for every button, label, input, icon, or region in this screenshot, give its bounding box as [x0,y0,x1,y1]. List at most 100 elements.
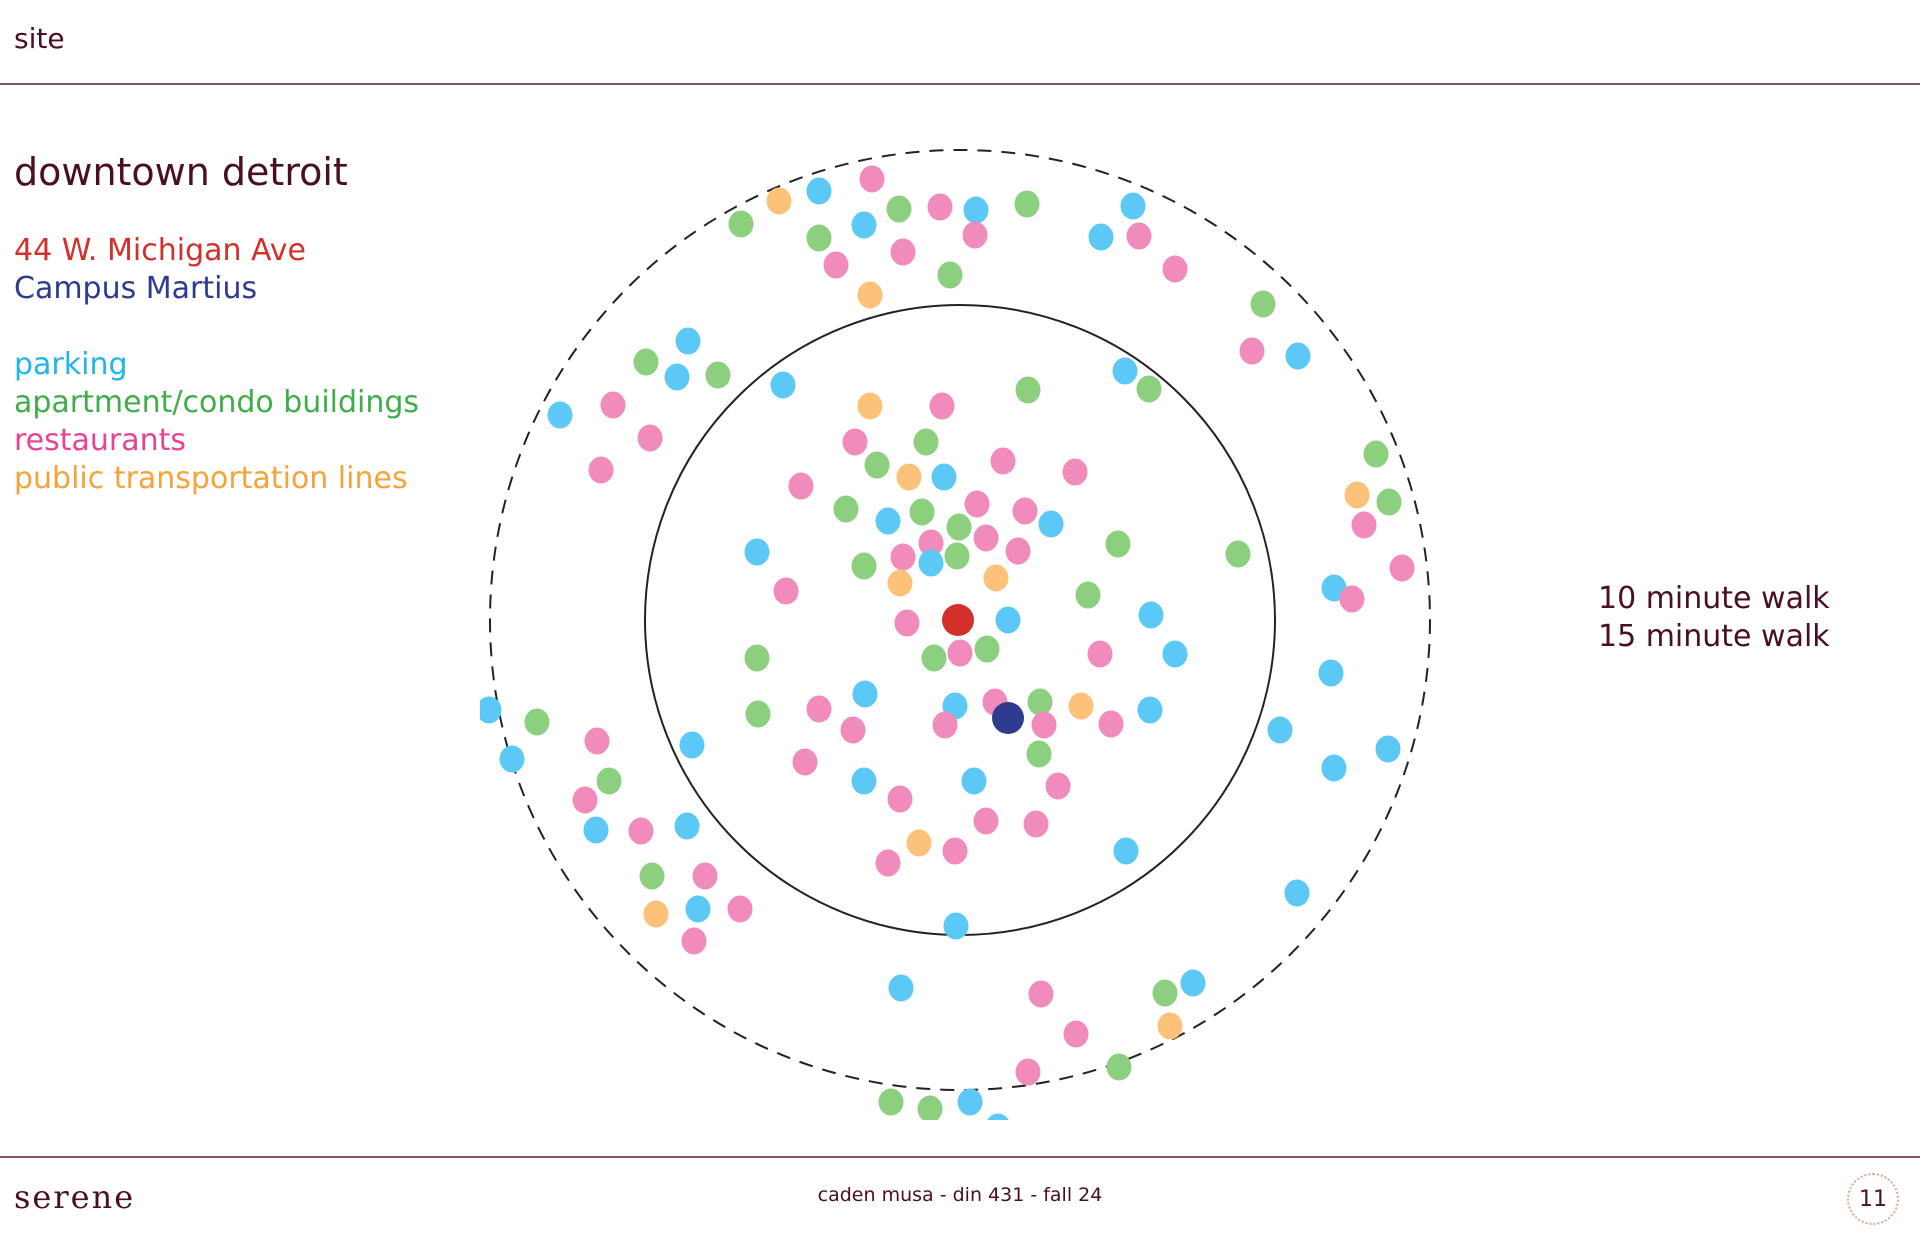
parking-dot [918,549,944,577]
transit-dot [1157,1012,1183,1040]
restaurant-dot [942,837,968,865]
restaurant-dot [1062,458,1088,486]
apartment-dot [974,635,1000,663]
apartment-dot [1014,190,1040,218]
page-number: 11 [1859,1186,1887,1212]
restaurant-dot [1015,1058,1041,1086]
legend-restaurants: restaurants [14,423,187,458]
restaurant-dot [973,807,999,835]
parking-dot [583,816,609,844]
apartment-dot [944,542,970,570]
apartment-dot [937,261,963,289]
restaurant-dot [773,577,799,605]
apartment-dot [913,428,939,456]
restaurant-dot [947,639,973,667]
restaurant-dot [1031,711,1057,739]
header-divider [0,83,1920,85]
restaurant-dot [823,251,849,279]
legend-site-address: 44 W. Michigan Ave [14,233,307,268]
restaurant-dot [727,895,753,923]
restaurant-dot [1087,640,1113,668]
parking-dot [961,767,987,795]
parking-dot [679,731,705,759]
apartment-dot [921,644,947,672]
parking-dot [1113,837,1139,865]
restaurant-dot [842,428,868,456]
parking-dot [1112,357,1138,385]
restaurant-dot [1063,1020,1089,1048]
apartment-dot [946,513,972,541]
restaurant-dot [681,927,707,955]
transit-dot [983,564,1009,592]
restaurant-dot [806,695,832,723]
restaurant-dot [588,456,614,484]
transit-dot [857,392,883,420]
campus-martius-dot [992,702,1024,734]
parking-dot [1138,601,1164,629]
apartment-dot [1027,688,1053,716]
legend-transit: public transportation lines [14,461,408,496]
parking-dot [1321,754,1347,782]
parking-dot [1267,716,1293,744]
parking-dot [1180,969,1206,997]
apartment-dot [1376,488,1402,516]
amenity-dots [480,165,1415,1120]
restaurant-dot [890,543,916,571]
restaurant-dot [859,165,885,193]
restaurant-dot [1162,255,1188,283]
parking-dot [547,401,573,429]
footer-divider [0,1156,1920,1158]
restaurant-dot [628,817,654,845]
apartment-dot [833,495,859,523]
parking-dot [943,912,969,940]
walk-legend-outer: 15 minute walk [1598,619,1830,654]
restaurant-dot [584,727,610,755]
restaurant-dot [792,748,818,776]
apartment-dot [639,862,665,890]
restaurant-dot [1023,810,1049,838]
restaurant-dot [840,716,866,744]
transit-dot [887,569,913,597]
apartment-dot [728,210,754,238]
restaurant-dot [1028,980,1054,1008]
restaurant-dot [1045,772,1071,800]
restaurant-dot [973,524,999,552]
apartment-dot [1363,440,1389,468]
legend-parking: parking [14,347,128,382]
apartment-dot [745,700,771,728]
restaurant-dot [1012,497,1038,525]
apartment-dot [596,767,622,795]
legend-landmark: Campus Martius [14,271,258,306]
transit-dot [766,187,792,215]
parking-dot [995,606,1021,634]
parking-dot [875,507,901,535]
parking-dot [744,538,770,566]
apartment-dot [1136,375,1162,403]
apartment-dot [1250,290,1276,318]
parking-dot [806,177,832,205]
site-marker-dot [942,604,974,636]
parking-dot [1120,192,1146,220]
brand-logo: serene [14,1178,136,1216]
apartment-dot [1075,581,1101,609]
parking-dot [499,745,525,773]
transit-dot [857,281,883,309]
transit-dot [896,463,922,491]
parking-dot [1088,223,1114,251]
restaurant-dot [887,785,913,813]
apartment-dot [806,224,832,252]
restaurant-dot [918,529,944,557]
legend-apartments: apartment/condo buildings [14,385,420,420]
map-legend: downtown detroit 44 W. Michigan Ave Camp… [14,150,419,498]
apartment-dot [1106,1053,1132,1081]
restaurant-dot [1239,337,1265,365]
restaurant-dot [927,193,953,221]
apartment-dot [1225,540,1251,568]
transit-dot [1068,692,1094,720]
restaurant-dot [894,609,920,637]
transit-dot [643,900,669,928]
apartment-dot [633,348,659,376]
parking-dot [664,363,690,391]
parking-dot [888,974,914,1002]
apartment-dot [1026,740,1052,768]
